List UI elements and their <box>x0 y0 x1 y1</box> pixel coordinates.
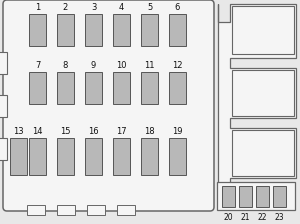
Bar <box>29 138 46 175</box>
Bar <box>169 138 186 175</box>
Bar <box>85 138 102 175</box>
Text: 19: 19 <box>172 127 183 136</box>
Bar <box>117 205 135 215</box>
Bar <box>27 205 45 215</box>
Text: 18: 18 <box>144 127 155 136</box>
FancyBboxPatch shape <box>3 0 214 211</box>
Bar <box>57 138 74 175</box>
Text: 21: 21 <box>241 213 250 222</box>
Bar <box>113 72 130 104</box>
Bar <box>87 205 105 215</box>
Bar <box>29 72 46 104</box>
Bar <box>169 72 186 104</box>
Text: 20: 20 <box>224 213 233 222</box>
Bar <box>57 205 75 215</box>
Bar <box>85 72 102 104</box>
Bar <box>0 138 7 160</box>
Bar <box>85 14 102 46</box>
Text: 6: 6 <box>175 3 180 12</box>
Bar <box>141 72 158 104</box>
Bar <box>232 70 294 116</box>
Text: 23: 23 <box>275 213 284 222</box>
Bar <box>232 130 294 176</box>
Text: 5: 5 <box>147 3 152 12</box>
Text: 10: 10 <box>116 61 127 70</box>
Text: 3: 3 <box>91 3 96 12</box>
Text: 7: 7 <box>35 61 40 70</box>
Bar <box>217 182 295 210</box>
Text: 1: 1 <box>35 3 40 12</box>
Polygon shape <box>218 4 296 207</box>
Text: 17: 17 <box>116 127 127 136</box>
Text: 12: 12 <box>172 61 183 70</box>
Text: 16: 16 <box>88 127 99 136</box>
Text: 13: 13 <box>13 127 24 136</box>
Bar <box>29 14 46 46</box>
Bar <box>113 138 130 175</box>
Text: 8: 8 <box>63 61 68 70</box>
Bar <box>232 6 294 54</box>
Bar <box>273 186 286 207</box>
Bar <box>0 95 7 117</box>
Bar <box>57 72 74 104</box>
Bar <box>113 14 130 46</box>
Bar <box>222 186 235 207</box>
Text: 2: 2 <box>63 3 68 12</box>
Bar <box>239 186 252 207</box>
Bar <box>141 14 158 46</box>
Bar <box>141 138 158 175</box>
Text: 15: 15 <box>60 127 71 136</box>
Bar <box>57 14 74 46</box>
Text: 11: 11 <box>144 61 155 70</box>
Text: 9: 9 <box>91 61 96 70</box>
Bar <box>169 14 186 46</box>
Text: 4: 4 <box>119 3 124 12</box>
Text: 14: 14 <box>32 127 43 136</box>
Text: 22: 22 <box>258 213 267 222</box>
Bar <box>0 52 7 74</box>
Bar <box>10 138 27 175</box>
Bar <box>256 186 269 207</box>
